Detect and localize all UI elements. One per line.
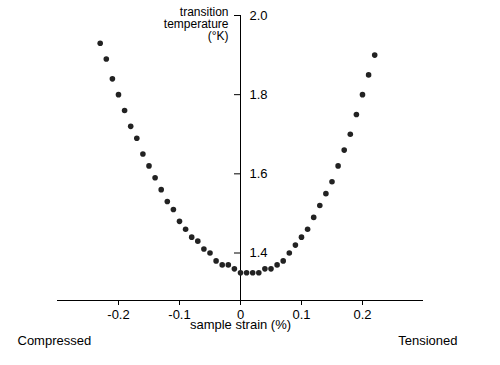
svg-text:sample strain (%): sample strain (%) [190,317,291,332]
svg-text:0: 0 [236,306,245,322]
svg-text:1.4: 1.4 [250,245,268,260]
svg-text:2.0: 2.0 [250,8,268,23]
svg-text:0.1: 0.1 [292,307,310,322]
svg-text:-0.2: -0.2 [107,307,129,322]
svg-text:Tensioned: Tensioned [398,333,457,348]
svg-text:1.6: 1.6 [250,166,268,181]
svg-text:Compressed: Compressed [18,333,92,348]
svg-text:-0.1: -0.1 [168,307,190,322]
svg-text:transitiontemperature(°K): transitiontemperature(°K) [164,5,229,43]
svg-text:1.8: 1.8 [250,87,268,102]
svg-text:0.2: 0.2 [353,307,371,322]
